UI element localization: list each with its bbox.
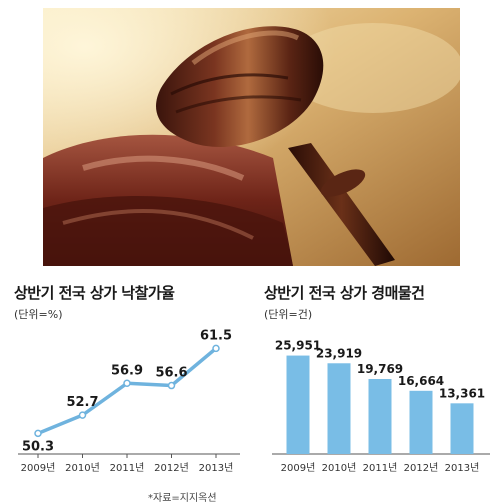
bar-x-tick-label: 2012년 bbox=[404, 462, 439, 474]
auction-items-unit: (단위=건) bbox=[264, 308, 313, 321]
line-x-tick-label: 2010년 bbox=[65, 462, 100, 474]
bar-x-tick-label: 2011년 bbox=[363, 462, 398, 474]
bar bbox=[286, 355, 310, 454]
line-point bbox=[167, 381, 176, 390]
gavel-photo bbox=[43, 8, 460, 266]
auction-items-plot: 25,951 2009년 23,919 2010년 19,769 2011년 16,664 2… bbox=[272, 339, 490, 474]
line-point bbox=[212, 344, 220, 353]
line-x-tick-label: 2011년 bbox=[110, 462, 145, 474]
bar-x-tick-label: 2013년 bbox=[445, 462, 480, 474]
line-point bbox=[78, 411, 87, 419]
source-note: *자료=지지옥션 bbox=[148, 493, 217, 504]
bar-data-label: 19,769 bbox=[357, 362, 403, 376]
line-point bbox=[123, 379, 131, 388]
line-series bbox=[37, 347, 218, 435]
bar-data-label: 25,951 bbox=[275, 339, 321, 353]
bar bbox=[368, 379, 392, 454]
auction-items-chart: 상반기 전국 상가 경매물건 (단위=건) 25,951 2009년 23,919 2… bbox=[258, 282, 494, 498]
bar-data-label: 16,664 bbox=[398, 374, 444, 388]
auction-rate-plot: 2009년 2010년 2011년 2012년 2013년 50.3 52.7 56.9 56.… bbox=[18, 328, 240, 474]
line-data-label: 61.5 bbox=[200, 328, 232, 343]
line-data-label: 50.3 bbox=[22, 439, 54, 454]
line-data-label: 56.6 bbox=[155, 366, 187, 381]
bar-data-label: 23,919 bbox=[316, 346, 362, 360]
bar-x-tick-label: 2010년 bbox=[322, 462, 357, 474]
auction-rate-unit: (단위=%) bbox=[14, 308, 63, 321]
line-data-label: 56.9 bbox=[111, 363, 143, 378]
auction-rate-title: 상반기 전국 상가 낙찰가율 bbox=[14, 284, 175, 302]
line-x-tick-label: 2009년 bbox=[21, 462, 56, 474]
line-x-tick-label: 2013년 bbox=[199, 462, 234, 474]
auction-rate-chart: 상반기 전국 상가 낙찰가율 (단위=%) 2009년 2010년 2011년 201… bbox=[8, 282, 244, 498]
line-data-label: 52.7 bbox=[66, 395, 98, 410]
line-x-tick-label: 2012년 bbox=[154, 462, 189, 474]
bar-data-label: 13,361 bbox=[439, 386, 485, 400]
bar bbox=[327, 363, 351, 454]
bar bbox=[409, 390, 433, 454]
auction-items-title: 상반기 전국 상가 경매물건 bbox=[264, 284, 425, 302]
line-point bbox=[34, 429, 42, 438]
bar-x-tick-label: 2009년 bbox=[281, 462, 316, 474]
bar bbox=[450, 403, 474, 454]
